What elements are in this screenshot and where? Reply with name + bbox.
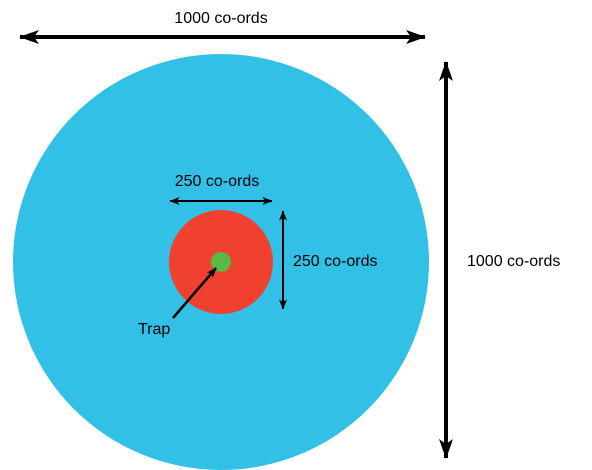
top-width-label: 1000 co-ords xyxy=(174,10,267,27)
trap-dot xyxy=(211,252,231,272)
inner-width-label: 250 co-ords xyxy=(175,173,260,190)
inner-height-label: 250 co-ords xyxy=(293,253,378,270)
trap-pointer-arrow xyxy=(172,267,217,319)
right-height-label: 1000 co-ords xyxy=(467,253,560,270)
trap-label: Trap xyxy=(138,321,170,338)
